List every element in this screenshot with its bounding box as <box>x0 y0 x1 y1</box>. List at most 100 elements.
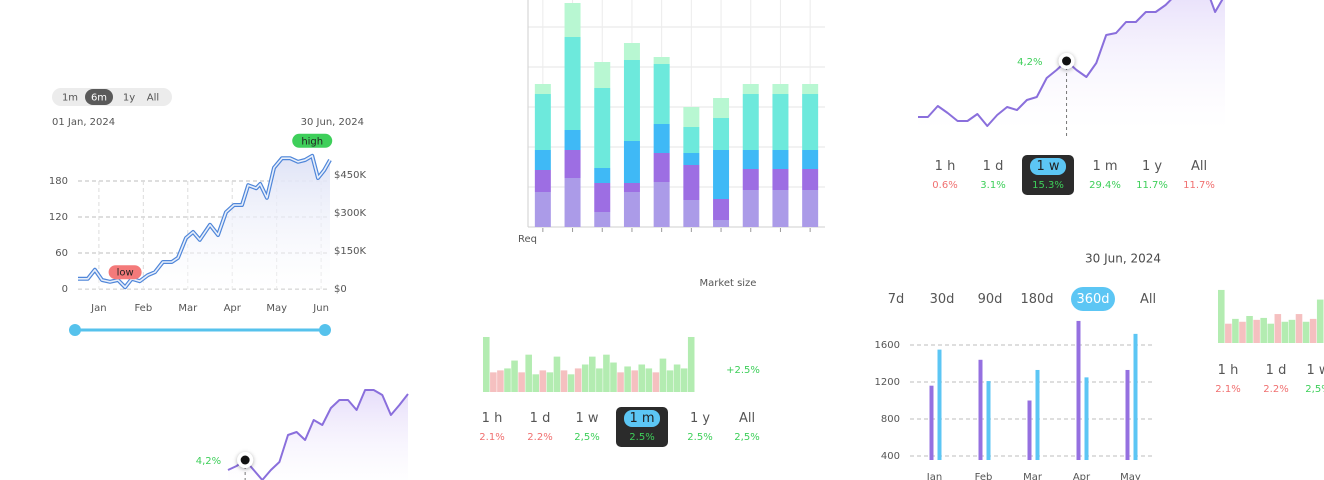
period-option[interactable]: 1m <box>62 93 78 104</box>
period-option[interactable]: 1 w <box>1306 363 1324 378</box>
bar-segment <box>713 98 730 118</box>
bar <box>659 358 667 392</box>
period-change: 2,5% <box>574 432 599 443</box>
bar-segment <box>802 169 819 190</box>
bar-segment <box>534 192 551 227</box>
period-change: 0.6% <box>932 180 957 191</box>
period-option[interactable]: 1 d <box>1266 363 1287 378</box>
bar-segment <box>623 60 640 141</box>
bar <box>624 366 631 392</box>
bar-segment <box>534 150 551 170</box>
bar <box>1316 299 1324 343</box>
bar-segment <box>534 94 551 150</box>
period-change: 2,5% <box>1305 384 1324 395</box>
period-option[interactable]: 1 w <box>575 411 598 426</box>
x-tick-label: Jan <box>90 303 106 314</box>
bar <box>497 370 504 392</box>
marker <box>240 455 250 465</box>
bar <box>631 370 638 392</box>
period-option[interactable]: 1 y <box>1142 159 1162 174</box>
bar <box>589 356 596 392</box>
bar <box>638 364 646 392</box>
y-tick-label: 1600 <box>875 340 900 351</box>
period-change: 11.7% <box>1183 180 1215 191</box>
y-tick-label: 400 <box>881 451 900 462</box>
bar <box>978 359 983 460</box>
bar <box>532 374 540 392</box>
bar-segment <box>772 169 789 190</box>
period-option[interactable]: 1 d <box>983 159 1004 174</box>
x-tick-label: Jan <box>926 472 942 480</box>
period-option[interactable]: 6m <box>91 93 107 104</box>
period-option[interactable]: 7d <box>888 292 905 307</box>
bar <box>1281 321 1289 343</box>
period-option[interactable]: All <box>1191 159 1207 174</box>
bar <box>1302 321 1310 343</box>
bar <box>596 368 603 392</box>
bar <box>1239 321 1246 343</box>
y-tick-label: 120 <box>49 212 68 223</box>
bar-segment <box>564 37 581 130</box>
y-tick-label: 800 <box>881 414 900 425</box>
x-tick-label: Apr <box>1073 472 1091 480</box>
period-change: 2.2% <box>1263 384 1288 395</box>
bar-segment <box>653 182 670 227</box>
period-option[interactable]: 1 w <box>1036 159 1059 174</box>
period-option[interactable]: All <box>147 93 159 104</box>
line-inner <box>78 155 331 288</box>
bar-segment <box>742 150 759 169</box>
bar <box>1218 289 1225 343</box>
period-option[interactable]: 180d <box>1020 292 1053 307</box>
bar <box>567 374 575 392</box>
bar-segment <box>683 127 700 153</box>
x-tick-label: Jun <box>312 303 329 314</box>
slider-handle[interactable] <box>319 324 331 336</box>
period-option[interactable]: 1 h <box>482 411 503 426</box>
period-option[interactable]: 1 d <box>530 411 551 426</box>
period-option[interactable]: 1 m <box>629 411 654 426</box>
x-tick-label: Feb <box>134 303 152 314</box>
y-tick-label: 180 <box>49 176 68 187</box>
period-change: 2.2% <box>527 432 552 443</box>
bar <box>1295 314 1303 343</box>
line <box>227 389 409 480</box>
period-option[interactable]: All <box>1140 292 1156 307</box>
bar <box>1232 318 1239 343</box>
line-chart <box>78 153 332 290</box>
period-option[interactable]: All <box>739 411 755 426</box>
period-option[interactable]: 30d <box>930 292 955 307</box>
bar <box>1027 400 1032 460</box>
bar-segment <box>802 94 819 150</box>
bar-segment <box>594 88 611 168</box>
period-option[interactable]: 1y <box>123 93 135 104</box>
bar-segment <box>653 153 670 182</box>
period-option[interactable]: 1 m <box>1092 159 1117 174</box>
bar <box>525 354 532 392</box>
bar-segment <box>802 84 819 94</box>
period-option[interactable]: 90d <box>978 292 1003 307</box>
segment-selected <box>85 89 113 105</box>
bar-segment <box>623 192 640 227</box>
bar <box>610 362 617 392</box>
period-option[interactable]: 1 h <box>935 159 956 174</box>
line-chart <box>227 389 409 480</box>
end-date: 30 Jun, 2024 <box>301 117 364 128</box>
x-tick-label: Apr <box>224 303 242 314</box>
period-change: 2,5% <box>734 432 759 443</box>
period-option[interactable]: 1 h <box>1218 363 1239 378</box>
change-label: +2.5% <box>726 365 760 376</box>
bar <box>539 370 547 392</box>
bar-segment <box>683 200 700 227</box>
bar-segment <box>802 150 819 169</box>
period-change: 2.1% <box>479 432 504 443</box>
period-option[interactable]: 360d <box>1076 292 1109 307</box>
area <box>228 390 408 480</box>
period-option[interactable]: 1 y <box>690 411 710 426</box>
bar-segment <box>653 124 670 153</box>
x-tick-label: Feb <box>975 472 993 480</box>
x-tick-label: May <box>1120 472 1141 480</box>
area <box>78 155 330 289</box>
slider-handle[interactable] <box>69 324 81 336</box>
